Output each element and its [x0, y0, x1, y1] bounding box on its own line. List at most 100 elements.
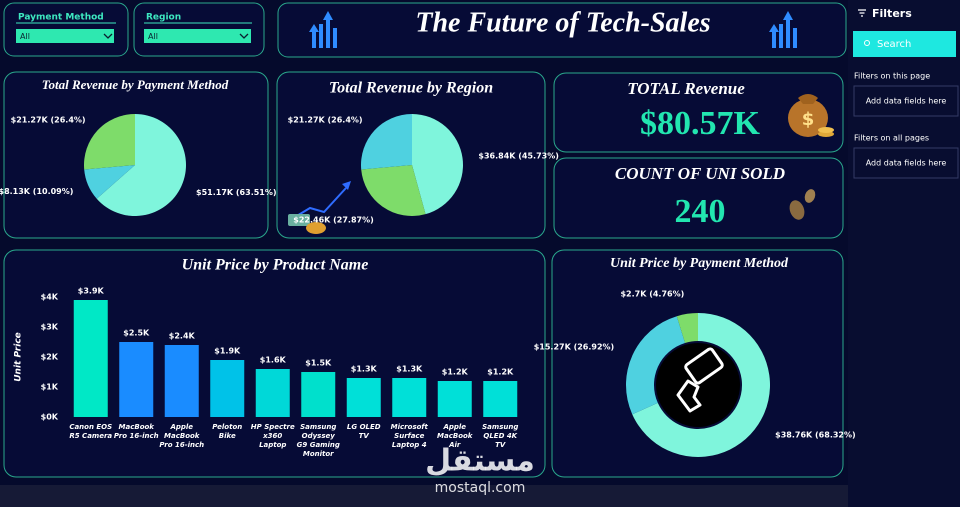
filter-section-title: Filters on this page: [854, 72, 930, 81]
y-tick-label: $3K: [41, 323, 59, 332]
card-icon: [676, 347, 724, 413]
pie-slice: [96, 114, 186, 216]
x-tick-label: Samsung Odyssey G9 Gaming Monitor: [296, 423, 340, 458]
bar: [301, 372, 336, 417]
card-title: TOTAL Revenue: [627, 79, 745, 98]
watermark-arabic: مستقل: [425, 444, 535, 479]
filter-section-title: Filters on all pages: [854, 134, 929, 143]
pie-slice: [361, 165, 426, 216]
x-tick-wrap: Microsoft Surface Laptop 4: [390, 423, 428, 449]
data-label: $2.7K (4.76%): [620, 290, 684, 299]
y-tick-label: $1K: [41, 383, 59, 392]
search-icon: [864, 40, 870, 46]
y-tick-label: $4K: [41, 293, 59, 302]
dashboard-title: The Future of Tech-Sales: [415, 7, 710, 38]
donut-slice: [676, 313, 698, 343]
chart-title: Unit Price by Payment Method: [610, 256, 789, 271]
drop-zone[interactable]: [853, 85, 959, 117]
y-tick-label: $2K: [41, 353, 59, 362]
slicer-dropdown[interactable]: [16, 29, 114, 43]
bar: [346, 378, 381, 417]
drop-zone-text: Add data fields here: [866, 159, 947, 168]
x-tick-wrap: MacBook Pro 16-inch: [114, 423, 159, 440]
filters-title: Filters: [872, 7, 912, 20]
bar: [210, 360, 245, 417]
slicer-dropdown[interactable]: [144, 29, 251, 43]
donut-center: [656, 343, 740, 427]
card-value: $80.57K: [640, 105, 761, 142]
bar: [164, 345, 199, 417]
data-label: $1.2K: [442, 368, 469, 377]
data-label: $36.84K (45.73%): [478, 152, 559, 161]
pie-slice: [361, 114, 412, 170]
drop-zone[interactable]: [853, 147, 959, 179]
slicer-value: All: [20, 32, 30, 41]
pie-slice: [84, 114, 135, 170]
filters-pane: [848, 0, 960, 507]
money-bag-icon: $: [788, 94, 834, 137]
x-tick-label: Apple MacBook Air: [437, 423, 473, 449]
data-label: $15.27K (26.92%): [534, 342, 615, 351]
bar: [255, 369, 290, 417]
bar: [437, 381, 472, 417]
x-tick-label: Samsung QLED 4K TV: [482, 423, 519, 449]
bar: [392, 378, 427, 417]
slicer-label: Region: [146, 13, 181, 23]
bottom-bar: [0, 485, 848, 507]
data-label: $1.5K: [305, 359, 332, 368]
y-tick-label: $0K: [41, 413, 59, 422]
x-tick-wrap: LG OLED TV: [346, 423, 381, 440]
bar: [73, 300, 108, 417]
card-panel: [553, 157, 844, 239]
slicer-label: Payment Method: [18, 13, 104, 23]
pie-slice: [412, 114, 463, 215]
filter-icon: [858, 9, 866, 17]
data-label: $3.9K: [78, 287, 105, 296]
chart-title: Total Revenue by Payment Method: [42, 77, 229, 92]
data-label: $1.9K: [214, 347, 241, 356]
data-label: $21.27K (26.4%): [11, 115, 86, 124]
data-label: $38.76K (68.32%): [775, 431, 856, 440]
x-tick-wrap: HP Spectre x360 Laptop: [250, 423, 295, 449]
search-box[interactable]: [853, 31, 956, 57]
bar: [483, 381, 518, 417]
data-label: $1.3K: [396, 365, 423, 374]
data-label: $1.3K: [351, 365, 378, 374]
x-tick-label: LG OLED TV: [346, 423, 381, 440]
chart-panel: [3, 249, 546, 478]
card-title: COUNT OF UNI SOLD: [615, 164, 785, 183]
data-label: $2.5K: [123, 329, 150, 338]
chart-title: Unit Price by Product Name: [182, 257, 369, 274]
data-label: $21.27K (26.4%): [288, 115, 363, 124]
pie-slice: [84, 165, 135, 199]
slicer-value: All: [148, 32, 158, 41]
card-value: 240: [675, 193, 726, 230]
data-label: $22.46K (27.87%): [293, 216, 374, 225]
x-tick-label: Canon EOS R5 Camera: [69, 423, 113, 440]
title-panel: [277, 2, 847, 58]
x-tick-label: Peloton Bike: [212, 423, 243, 440]
svg-text:$: $: [802, 109, 815, 130]
donut-slice: [632, 313, 770, 458]
x-tick-label: Microsoft Surface Laptop 4: [390, 423, 428, 449]
chevron: [239, 33, 249, 39]
x-tick-wrap: Apple MacBook Pro 16-inch: [159, 423, 205, 449]
chart-title: Total Revenue by Region: [329, 80, 493, 97]
drop-zone-text: Add data fields here: [866, 97, 947, 106]
x-tick-label: Apple MacBook Pro 16-inch: [159, 423, 205, 449]
card-panel: [553, 72, 844, 153]
donut-slice: [626, 316, 686, 415]
growth-illustration: [288, 181, 351, 234]
x-tick-wrap: Apple MacBook Air: [437, 423, 473, 449]
x-tick-wrap: Canon EOS R5 Camera: [69, 423, 113, 440]
search-placeholder: Search: [877, 39, 911, 50]
data-label: $1.6K: [260, 356, 287, 365]
x-tick-wrap: Peloton Bike: [212, 423, 243, 440]
bar: [119, 342, 154, 417]
chevron: [103, 33, 113, 39]
watermark-latin: mostaql.com: [435, 480, 526, 496]
x-tick-label: HP Spectre x360 Laptop: [250, 423, 295, 449]
arrows-icon: [309, 11, 797, 48]
x-tick-wrap: Samsung QLED 4K TV: [482, 423, 519, 449]
